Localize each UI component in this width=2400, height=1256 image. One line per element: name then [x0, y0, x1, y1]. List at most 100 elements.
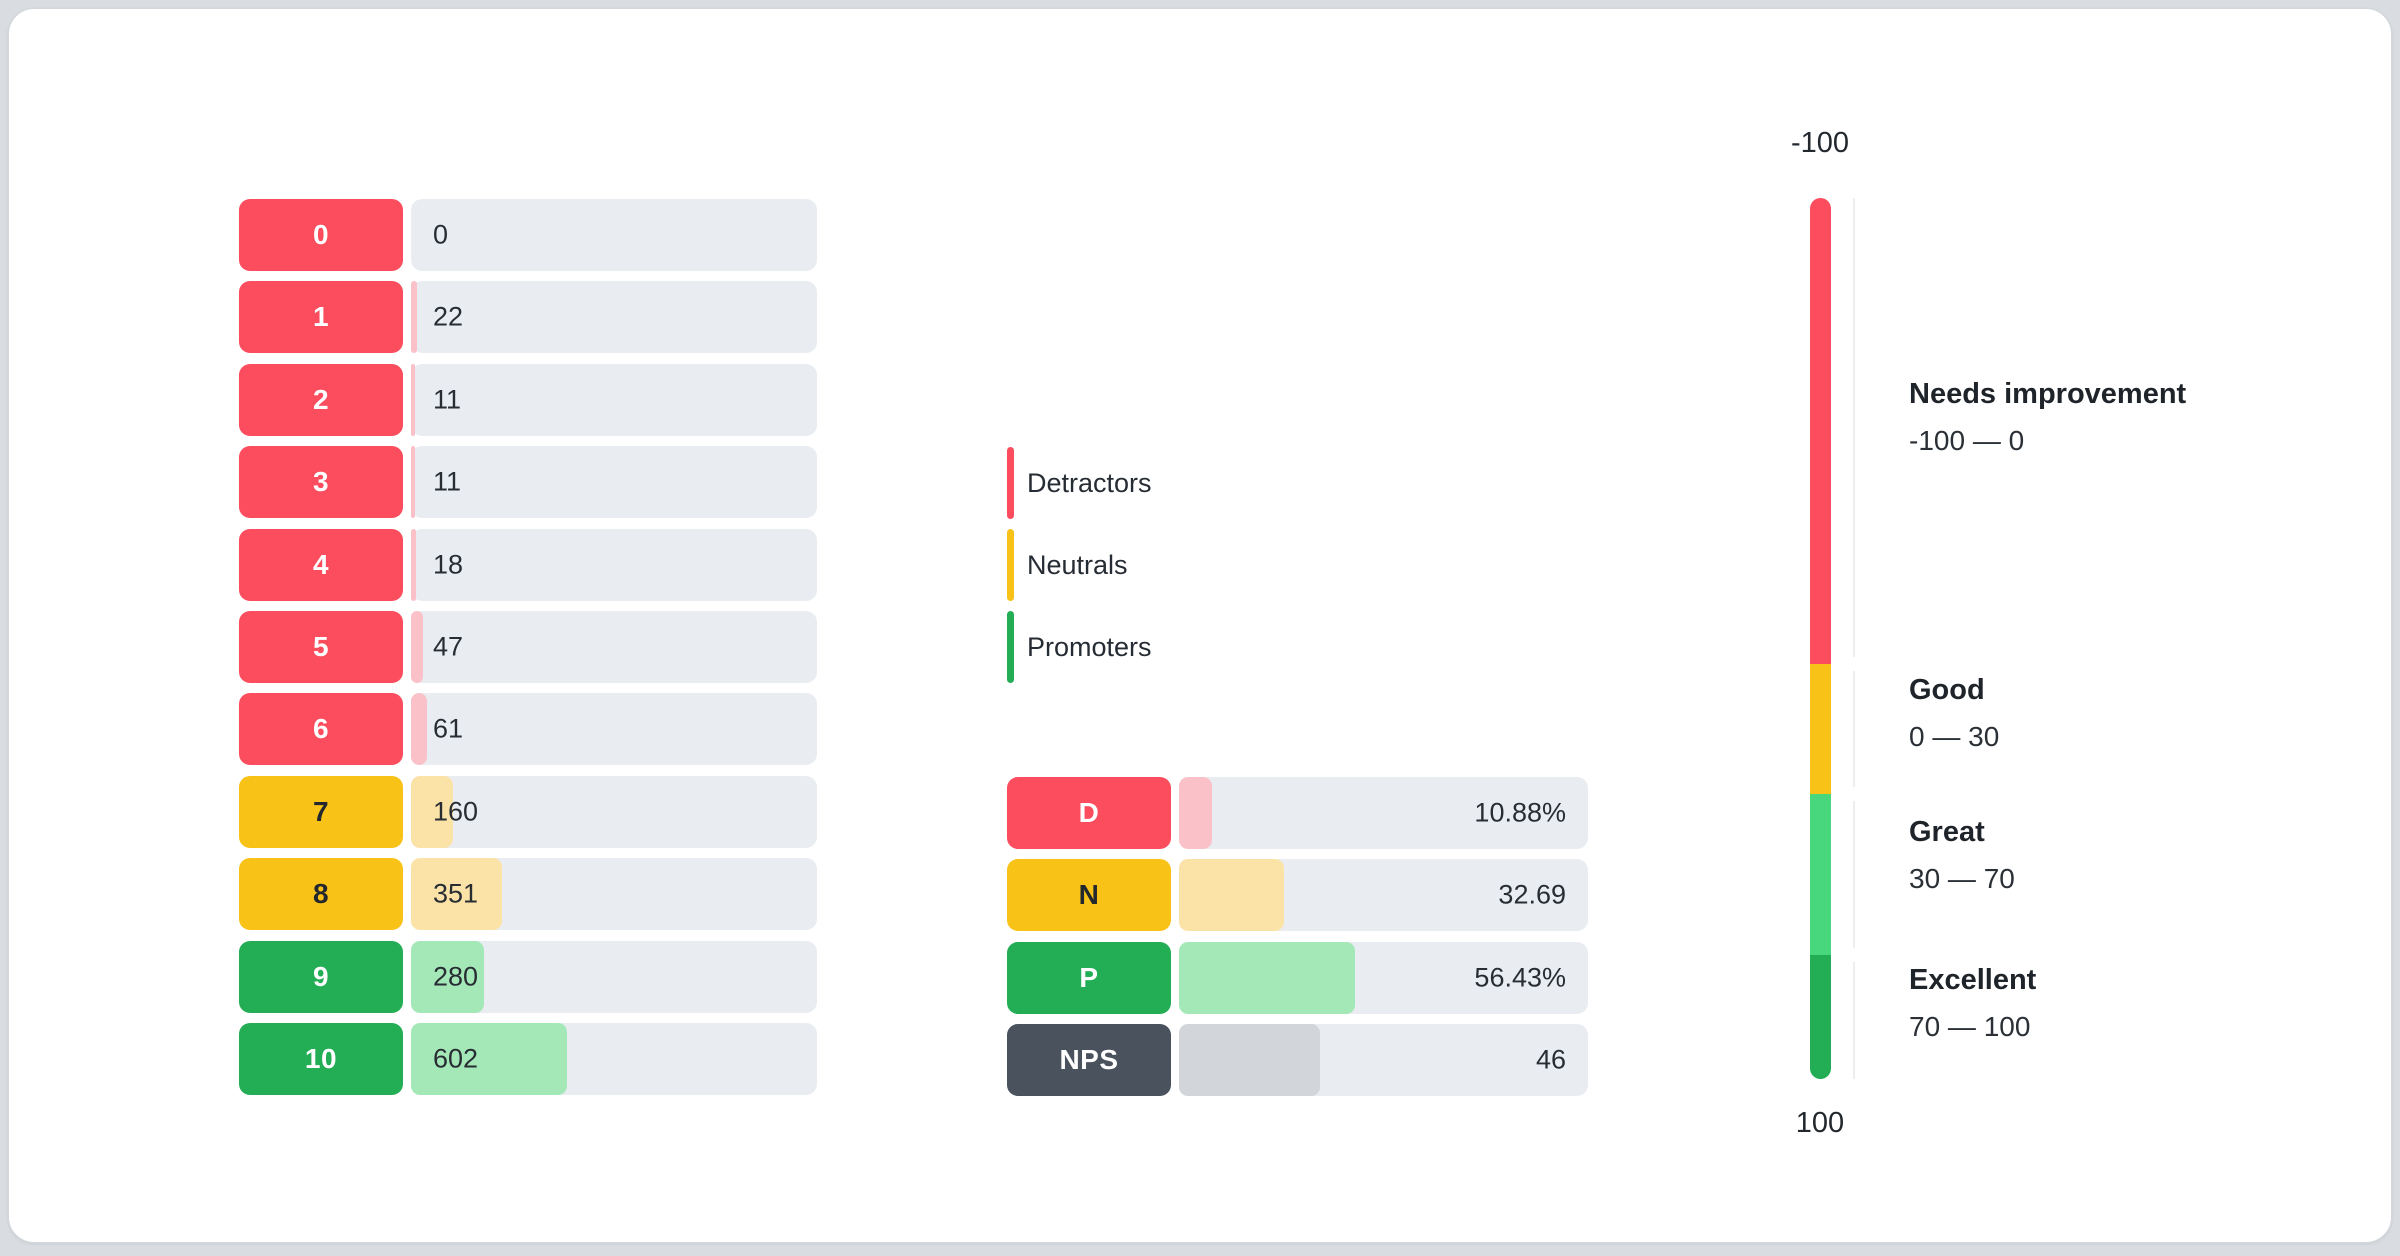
summary-bar-fill — [1179, 859, 1284, 932]
score-count: 160 — [433, 796, 479, 827]
gauge-axis-segment — [1853, 794, 1855, 954]
score-bar-track: 280 — [411, 940, 817, 1013]
score-badge: 3 — [239, 446, 403, 519]
summary-badge: D — [1007, 777, 1171, 849]
score-badge: 6 — [239, 693, 403, 766]
score-row: 2 11 — [239, 363, 817, 436]
gauge-zone-range: 30 — 70 — [1909, 863, 2015, 894]
gauge-zone-name: Good — [1909, 674, 1985, 706]
score-badge: 1 — [239, 281, 403, 354]
summary-row: P 56.43% — [1007, 941, 1588, 1014]
legend-color-bar — [1007, 529, 1014, 601]
score-bar-track: 602 — [411, 1022, 817, 1095]
score-badge: 7 — [239, 775, 403, 848]
score-bar-fill — [411, 693, 427, 766]
score-bar-track: 18 — [411, 528, 817, 601]
gauge-max-label: 100 — [1795, 1107, 1845, 1139]
score-row: 1 22 — [239, 281, 817, 354]
gauge-zone-label: Needs improvement -100 — 0 — [1909, 377, 2329, 458]
score-bar-track: 47 — [411, 610, 817, 683]
gauge-segment — [1810, 954, 1831, 1079]
score-count: 61 — [433, 713, 464, 744]
legend-item: Promoters — [1007, 611, 1152, 683]
score-badge: 9 — [239, 940, 403, 1013]
gauge-min-label: -100 — [1790, 127, 1850, 159]
legend-item: Detractors — [1007, 447, 1152, 519]
summary-value: 32.69 — [1498, 879, 1566, 910]
summary-badge: N — [1007, 859, 1171, 932]
score-badge: 2 — [239, 363, 403, 436]
summary-value: 10.88% — [1474, 797, 1566, 828]
score-bar-track: 0 — [411, 199, 817, 271]
gauge-zone-range: 0 — 30 — [1909, 721, 2000, 752]
gauge-zone-name: Great — [1909, 816, 1985, 848]
legend-item: Neutrals — [1007, 529, 1152, 601]
gauge-zone-label: Excellent 70 — 100 — [1909, 963, 2329, 1044]
summary-bar-fill — [1179, 777, 1212, 849]
summary-row: NPS 46 — [1007, 1024, 1588, 1097]
score-row: 5 47 — [239, 610, 817, 683]
summary-bar-track: 46 — [1179, 1024, 1588, 1097]
score-row: 10 602 — [239, 1022, 817, 1095]
gauge-bar — [1810, 198, 1831, 1079]
score-badge: 5 — [239, 610, 403, 683]
score-bar-track: 11 — [411, 446, 817, 519]
gauge-axis-segment — [1853, 955, 1855, 1080]
gauge-zone-name: Needs improvement — [1909, 378, 2187, 410]
legend-label: Promoters — [1027, 631, 1152, 662]
score-count: 602 — [433, 1043, 479, 1074]
legend-label: Neutrals — [1027, 549, 1128, 580]
score-count: 0 — [433, 219, 449, 250]
score-bar-fill — [411, 858, 503, 931]
legend-color-bar — [1007, 611, 1014, 683]
score-badge: 4 — [239, 528, 403, 601]
score-bar-fill — [411, 775, 453, 848]
nps-summary-chart: D 10.88% N 32.69 P 56.43% NPS 46 — [1007, 777, 1588, 1097]
score-count: 351 — [433, 878, 479, 909]
score-count: 18 — [433, 549, 464, 580]
score-bar-fill — [411, 363, 415, 436]
score-count: 47 — [433, 631, 464, 662]
score-count: 22 — [433, 301, 464, 332]
summary-bar-track: 32.69 — [1179, 859, 1588, 932]
gauge-zone-range: -100 — 0 — [1909, 425, 2025, 456]
score-bar-track: 22 — [411, 281, 817, 354]
score-bar-fill — [411, 940, 484, 1013]
score-bar-fill — [411, 281, 417, 354]
score-badge: 8 — [239, 858, 403, 931]
summary-bar-fill — [1179, 941, 1356, 1014]
score-bar-fill — [411, 1022, 568, 1095]
summary-value: 56.43% — [1474, 962, 1566, 993]
legend-label: Detractors — [1027, 467, 1152, 498]
score-badge: 10 — [239, 1022, 403, 1095]
gauge-zone-label: Great 30 — 70 — [1909, 815, 2329, 896]
summary-value: 46 — [1535, 1044, 1566, 1075]
summary-bar-track: 56.43% — [1179, 941, 1588, 1014]
gauge-axis-line — [1853, 198, 1855, 1080]
gauge-segment — [1810, 794, 1831, 955]
summary-badge: NPS — [1007, 1024, 1171, 1097]
score-row: 8 351 — [239, 858, 817, 931]
score-bar-track: 61 — [411, 693, 817, 766]
summary-bar-fill — [1179, 1024, 1320, 1097]
score-count: 11 — [433, 384, 462, 415]
score-bar-track: 160 — [411, 775, 817, 848]
score-count: 280 — [433, 961, 479, 992]
score-badge: 0 — [239, 199, 403, 271]
score-bar-track: 11 — [411, 363, 817, 436]
legend-color-bar — [1007, 447, 1014, 519]
gauge-zone-label: Good 0 — 30 — [1909, 673, 2329, 754]
summary-bar-track: 10.88% — [1179, 777, 1588, 849]
gauge-zone-name: Excellent — [1909, 964, 2037, 996]
score-row: 3 11 — [239, 446, 817, 519]
score-count: 11 — [433, 466, 462, 497]
gauge-segment — [1810, 664, 1831, 795]
gauge-zone-range: 70 — 100 — [1909, 1011, 2031, 1042]
score-bar-fill — [411, 610, 424, 683]
score-bar-fill — [411, 528, 416, 601]
nps-dashboard-card: 0 0 1 22 2 11 3 11 4 18 5 47 6 61 7 160 8 351 9 280 10 602 De… — [8, 8, 2392, 1243]
score-distribution-chart: 0 0 1 22 2 11 3 11 4 18 5 47 6 61 7 160 8 351 9 280 10 602 — [239, 199, 817, 1095]
score-row: 9 280 — [239, 940, 817, 1013]
gauge-segment — [1810, 198, 1831, 665]
